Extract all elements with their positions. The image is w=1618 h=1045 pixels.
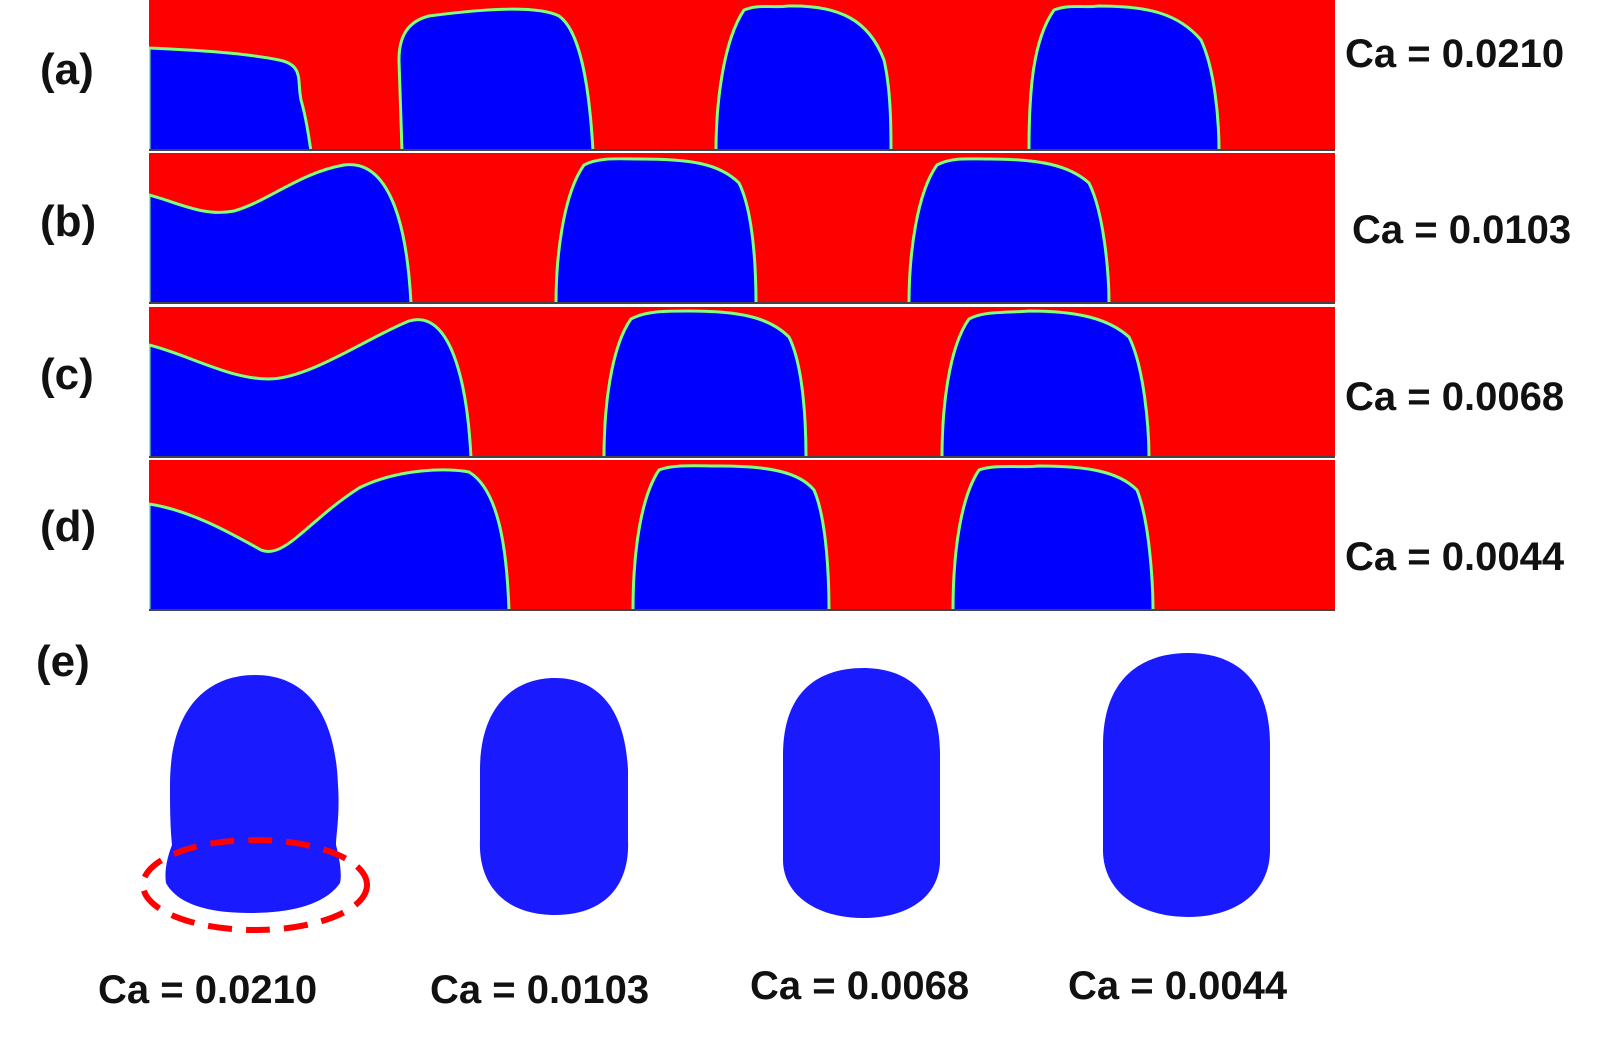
slug-c-2 <box>602 309 808 456</box>
panel-label-e: (e) <box>36 637 90 686</box>
panel-label-c: (c) <box>40 350 94 399</box>
highlight-ellipse <box>140 837 370 933</box>
slug-c-3 <box>940 309 1151 456</box>
slug-d-3 <box>951 464 1155 609</box>
slug-train-c <box>149 309 1151 456</box>
slug-d-1 <box>149 468 511 609</box>
bubble-ca-label-3: Ca = 0.0068 <box>750 964 970 1008</box>
bubble-2-shape <box>479 678 629 915</box>
slug-b-2 <box>554 157 758 302</box>
slug-train-d <box>149 464 1155 609</box>
panel-label-a: (a) <box>40 45 94 94</box>
slug-a-2 <box>397 7 595 149</box>
bubble-ca-0210 <box>130 665 380 935</box>
ca-label-b: Ca = 0.0103 <box>1352 208 1572 252</box>
slug-d-2 <box>631 464 831 609</box>
ca-label-a: Ca = 0.0210 <box>1345 32 1565 76</box>
slug-b-3 <box>907 157 1111 302</box>
strip-b <box>149 153 1335 304</box>
bubble-1-shape <box>165 675 341 913</box>
slug-c-1 <box>149 318 473 456</box>
slug-train-a <box>149 4 1221 149</box>
bubble-ca-label-1: Ca = 0.0210 <box>98 968 318 1012</box>
bubble-ca-0068 <box>775 660 950 930</box>
slug-b-1 <box>149 163 413 302</box>
strip-d <box>149 460 1335 611</box>
slug-a-1 <box>149 46 313 149</box>
strip-a <box>149 0 1335 151</box>
slug-train-b <box>149 157 1111 302</box>
bubble-ca-0103 <box>470 670 640 930</box>
slug-a-4 <box>1027 4 1221 149</box>
bubble-4-shape <box>1103 653 1270 917</box>
ca-label-d: Ca = 0.0044 <box>1345 535 1565 579</box>
bubble-3-shape <box>783 668 940 918</box>
panel-label-b: (b) <box>40 197 97 246</box>
slug-a-3 <box>714 4 893 149</box>
panel-label-d: (d) <box>40 502 97 551</box>
bubble-ca-label-2: Ca = 0.0103 <box>430 968 650 1012</box>
ca-label-c: Ca = 0.0068 <box>1345 375 1565 419</box>
strip-c <box>149 307 1335 458</box>
bubble-ca-label-4: Ca = 0.0044 <box>1068 964 1288 1008</box>
bubble-ca-0044 <box>1095 645 1280 935</box>
